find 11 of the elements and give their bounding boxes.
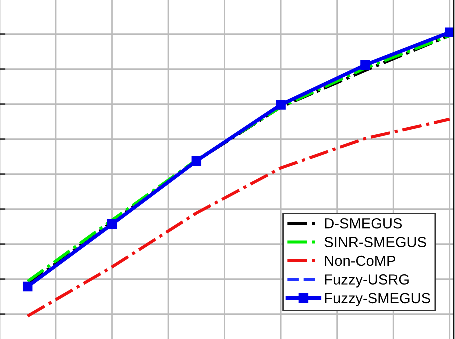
legend-label: D-SMEGUS (325, 218, 402, 229)
legend-label: Fuzzy-USRG (325, 274, 409, 288)
point (22, 282, 33, 292)
point (445, 28, 454, 38)
legend-label: Fuzzy-SMEGUS (325, 293, 430, 306)
legend-label: SINR-SMEGUS (324, 237, 426, 248)
point (360, 60, 370, 70)
legend-label: Non-CoMP (325, 256, 396, 266)
point (276, 100, 286, 110)
point (107, 220, 118, 230)
point (192, 156, 202, 166)
